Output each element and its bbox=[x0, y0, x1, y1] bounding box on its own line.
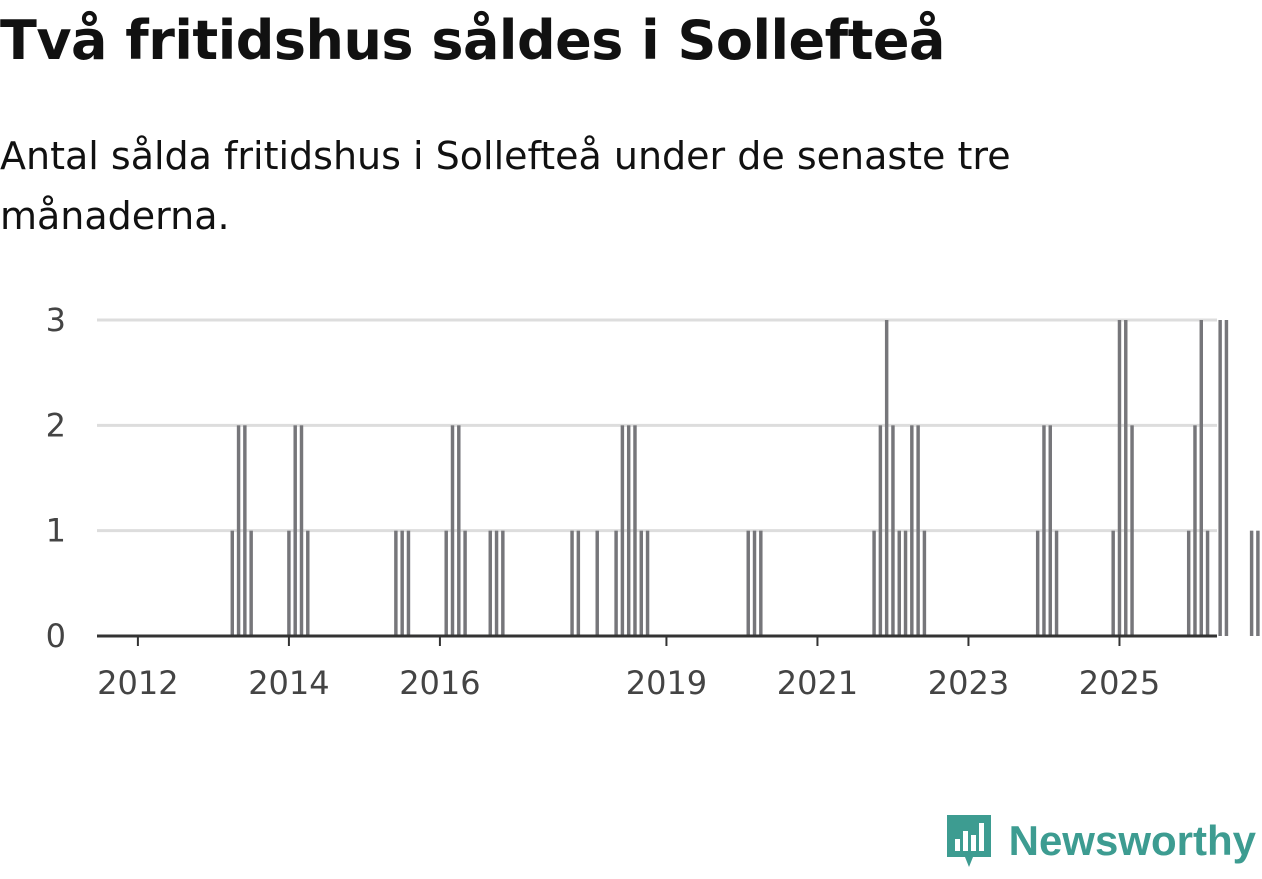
bar bbox=[922, 530, 927, 636]
x-axis: 2012 2014 2016 2019 2021 2023 2025 bbox=[97, 634, 1217, 702]
bar bbox=[501, 530, 505, 636]
bar bbox=[746, 530, 750, 636]
bar bbox=[1117, 320, 1122, 636]
x-tick-label: 2023 bbox=[928, 664, 1009, 702]
x-tick-label: 2016 bbox=[399, 664, 480, 702]
bar bbox=[916, 425, 920, 636]
x-tick-label: 2012 bbox=[97, 664, 178, 702]
brand-name: Newsworthy bbox=[1008, 817, 1256, 864]
newsworthy-logo: Newsworthy bbox=[943, 811, 1256, 871]
bar bbox=[903, 530, 908, 636]
bar bbox=[897, 530, 901, 636]
bar bbox=[243, 425, 247, 636]
bar bbox=[1048, 425, 1052, 636]
x-tick-label: 2021 bbox=[777, 664, 858, 702]
bar bbox=[457, 425, 461, 636]
y-tick-label: 3 bbox=[46, 301, 66, 339]
bar bbox=[236, 425, 241, 636]
bar bbox=[891, 425, 895, 636]
bar bbox=[1130, 425, 1134, 636]
bar bbox=[1186, 530, 1191, 636]
bar-chart-logo-icon bbox=[946, 815, 991, 867]
bar bbox=[1218, 320, 1222, 636]
bar bbox=[287, 530, 291, 636]
bar bbox=[1054, 530, 1059, 636]
bar bbox=[570, 530, 574, 636]
bar bbox=[494, 530, 499, 636]
x-tick-label: 2019 bbox=[626, 664, 707, 702]
bar bbox=[1193, 425, 1197, 636]
bar bbox=[306, 530, 310, 636]
bar bbox=[1249, 530, 1254, 636]
y-tick-label: 2 bbox=[46, 406, 66, 444]
y-tick-label: 1 bbox=[46, 512, 66, 550]
bar bbox=[299, 425, 304, 636]
chart-subtitle: Antal sålda fritidshus i Sollefteå under… bbox=[0, 134, 1011, 238]
bar bbox=[1224, 320, 1229, 636]
bar bbox=[872, 530, 876, 636]
bar bbox=[620, 425, 625, 636]
x-tick-label: 2014 bbox=[248, 664, 329, 702]
bar bbox=[626, 425, 631, 636]
bars bbox=[230, 320, 1260, 636]
bar bbox=[614, 530, 618, 636]
bar bbox=[400, 530, 404, 636]
bar bbox=[463, 530, 467, 636]
bar bbox=[444, 530, 448, 636]
bar bbox=[1205, 530, 1210, 636]
y-tick-label: 0 bbox=[46, 617, 66, 655]
bar bbox=[1256, 530, 1260, 636]
bar bbox=[394, 530, 398, 636]
bar bbox=[1199, 320, 1203, 636]
bar bbox=[1042, 425, 1046, 636]
bar bbox=[576, 530, 581, 636]
bar bbox=[752, 530, 757, 636]
bar bbox=[884, 320, 889, 636]
chart-title: Två fritidshus såldes i Sollefteå bbox=[0, 9, 945, 72]
bar bbox=[450, 425, 455, 636]
bar bbox=[1035, 530, 1040, 636]
gridlines bbox=[97, 318, 1217, 533]
bar bbox=[633, 425, 637, 636]
bar bbox=[1111, 530, 1115, 636]
bar bbox=[878, 425, 883, 636]
bar bbox=[249, 530, 253, 636]
bar bbox=[645, 530, 650, 636]
bar bbox=[293, 425, 297, 636]
bar bbox=[406, 530, 411, 636]
bar bbox=[639, 530, 643, 636]
bar bbox=[595, 530, 599, 636]
bar bbox=[230, 530, 235, 636]
bar bbox=[759, 530, 763, 636]
y-axis-ticks: 0 1 2 3 bbox=[46, 301, 66, 655]
x-tick-label: 2025 bbox=[1079, 664, 1160, 702]
bar bbox=[910, 425, 914, 636]
bar bbox=[488, 530, 492, 636]
bar bbox=[1124, 320, 1128, 636]
